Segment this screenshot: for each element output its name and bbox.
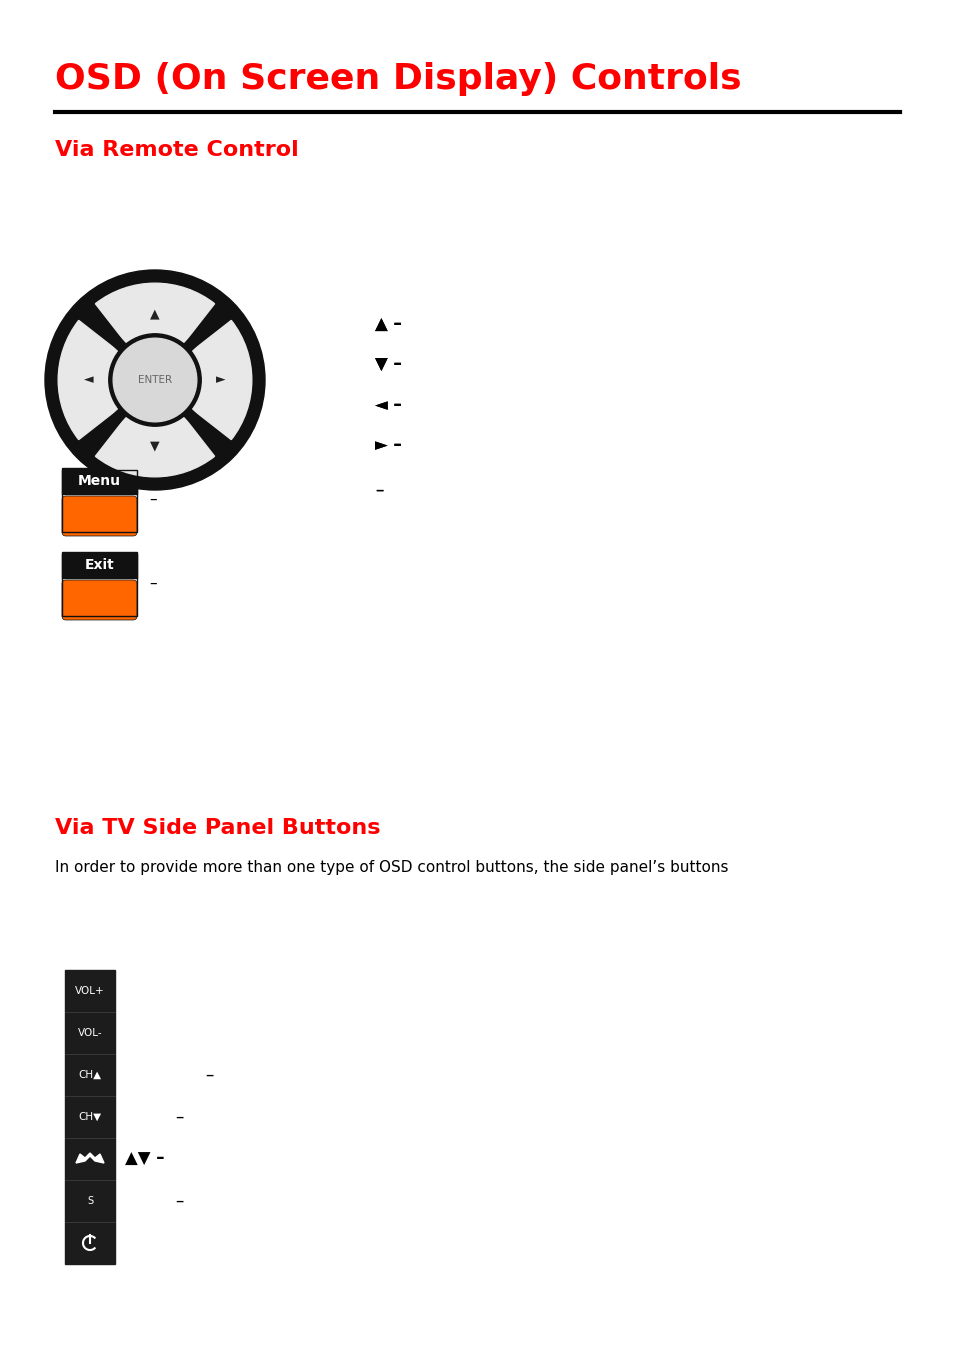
Text: OSD (On Screen Display) Controls: OSD (On Screen Display) Controls: [55, 62, 740, 96]
Circle shape: [109, 334, 201, 427]
FancyBboxPatch shape: [65, 969, 115, 1265]
Text: ►: ►: [216, 374, 226, 386]
Text: –: –: [149, 492, 156, 506]
Text: –: –: [375, 481, 383, 500]
Text: ◄ –: ◄ –: [375, 395, 401, 414]
Text: –: –: [205, 1066, 213, 1085]
Text: ▲▼ –: ▲▼ –: [125, 1150, 164, 1169]
Text: ▲ –: ▲ –: [375, 315, 401, 334]
Polygon shape: [76, 1154, 104, 1163]
Text: CH▼: CH▼: [78, 1112, 101, 1122]
Text: Via TV Side Panel Buttons: Via TV Side Panel Buttons: [55, 818, 380, 838]
Text: VOL+: VOL+: [75, 986, 105, 997]
Text: S: S: [87, 1196, 93, 1206]
Text: ◄: ◄: [84, 374, 93, 386]
Text: ENTER: ENTER: [138, 375, 172, 385]
Wedge shape: [95, 380, 214, 477]
Text: ► –: ► –: [375, 436, 401, 454]
Wedge shape: [58, 321, 154, 440]
Wedge shape: [95, 283, 214, 380]
Text: ▼ –: ▼ –: [375, 356, 401, 374]
Text: –: –: [149, 575, 156, 590]
Text: –: –: [174, 1192, 183, 1210]
FancyBboxPatch shape: [62, 468, 137, 494]
Text: In order to provide more than one type of OSD control buttons, the side panel’s : In order to provide more than one type o…: [55, 860, 728, 875]
Text: Via Remote Control: Via Remote Control: [55, 139, 298, 160]
Text: ◄ –: ◄ –: [375, 395, 401, 414]
Text: –: –: [375, 481, 383, 500]
Text: CH▲: CH▲: [78, 1070, 101, 1080]
Text: ▼: ▼: [150, 440, 160, 452]
Circle shape: [113, 338, 196, 422]
Text: –: –: [174, 1108, 183, 1127]
Text: ► –: ► –: [375, 436, 401, 454]
Text: ▲ –: ▲ –: [375, 315, 401, 334]
Text: Menu: Menu: [78, 474, 121, 487]
Text: ▲: ▲: [150, 307, 160, 321]
FancyBboxPatch shape: [62, 496, 137, 536]
FancyBboxPatch shape: [62, 552, 137, 578]
Text: Exit: Exit: [85, 558, 114, 571]
FancyBboxPatch shape: [62, 580, 137, 620]
Circle shape: [45, 269, 265, 490]
Text: VOL-: VOL-: [77, 1028, 102, 1039]
Wedge shape: [154, 321, 252, 440]
Text: ▼ –: ▼ –: [375, 356, 401, 374]
